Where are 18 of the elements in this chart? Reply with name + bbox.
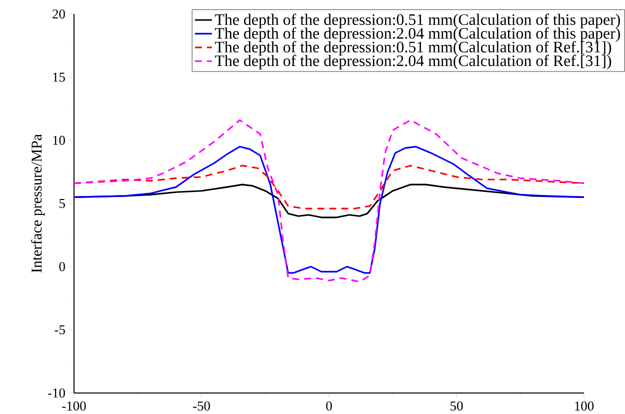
y-axis-title: Interface pressure/MPa bbox=[31, 134, 45, 272]
x-tick-label: 100 bbox=[575, 402, 594, 411]
legend-label: The depth of the depression:2.04 mm(Calculation of Ref.[31]) bbox=[214, 54, 612, 70]
y-tick-label: 15 bbox=[53, 72, 65, 82]
y-tick-label: 20 bbox=[52, 9, 65, 19]
line-series bbox=[74, 119, 584, 283]
y-tick-label: -10 bbox=[48, 388, 65, 398]
y-tick-label: 10 bbox=[53, 136, 65, 145]
x-tick-label: -50 bbox=[193, 402, 210, 411]
y-tick-label: 5 bbox=[60, 199, 65, 208]
legend-label: The depth of the depression:2.04 mm(Calculation of this paper) bbox=[214, 27, 620, 42]
y-tick-label: 0 bbox=[59, 262, 65, 272]
y-tick-label: -5 bbox=[54, 325, 65, 334]
legend-label: The depth of the depression:0.51 mm(Calculation of Ref.[31]) bbox=[214, 41, 612, 56]
x-tick-label: 50 bbox=[450, 402, 463, 411]
x-tick-label: -100 bbox=[62, 402, 86, 411]
legend-label: The depth of the depression:0.51 mm(Calculation of this paper) bbox=[214, 14, 620, 28]
x-tick-label: 0 bbox=[326, 402, 332, 411]
